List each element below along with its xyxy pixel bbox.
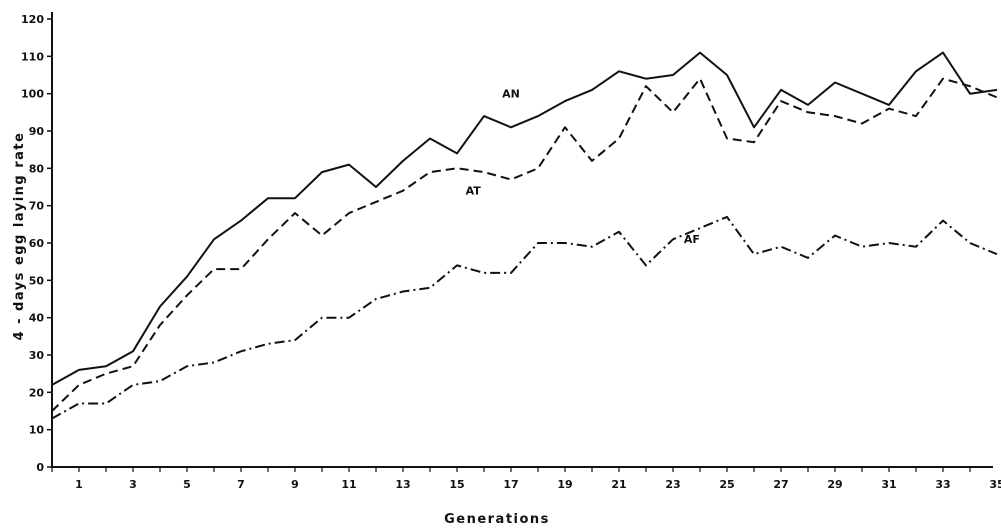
- series-line-at: [51, 77, 998, 412]
- x-tick-label: 19: [557, 478, 572, 491]
- x-tick-label: 29: [827, 478, 842, 491]
- y-tick-label: 50: [29, 274, 45, 287]
- x-tick-label: 21: [611, 478, 626, 491]
- x-tick-label: 35: [989, 478, 1001, 491]
- y-tick-label: 60: [29, 237, 45, 250]
- y-axis-title: 4 - days egg laying rate: [12, 132, 27, 341]
- y-tick-label: 30: [29, 349, 45, 362]
- x-tick-label: 3: [129, 478, 137, 491]
- y-tick-label: 100: [21, 88, 44, 101]
- y-tick-label: 120: [21, 13, 44, 26]
- y-tick-label: 20: [29, 386, 45, 399]
- x-tick-label: 15: [449, 478, 464, 491]
- y-tick-label: 110: [21, 50, 44, 63]
- y-tick-label: 90: [29, 125, 45, 138]
- x-tick-label: 5: [183, 478, 191, 491]
- y-tick-label: 40: [29, 312, 45, 325]
- x-tick-label: 13: [395, 478, 410, 491]
- x-tick-label: 1: [75, 478, 83, 491]
- series-label-an: AN: [502, 87, 520, 100]
- series-labels-group: AN AT AF: [466, 87, 700, 246]
- x-tick-label: 9: [291, 478, 299, 491]
- y-tick-label: 10: [29, 424, 45, 437]
- y-tick-label: 80: [29, 162, 45, 175]
- x-tick-label: 7: [237, 478, 245, 491]
- x-axis-title: Generations: [444, 512, 550, 527]
- series-label-at: AT: [466, 184, 482, 197]
- x-tick-label: 23: [665, 478, 680, 491]
- series-label-af: AF: [684, 233, 700, 246]
- x-tick-label: 27: [773, 478, 788, 491]
- series-group: [51, 51, 998, 420]
- x-tick-label: 11: [341, 478, 356, 491]
- y-tick-label: 0: [36, 461, 44, 474]
- y-tick-label: 70: [29, 200, 45, 213]
- series-line-af: [51, 215, 998, 420]
- x-tick-label: 33: [935, 478, 950, 491]
- x-tick-label: 31: [881, 478, 896, 491]
- series-line-an: [51, 51, 998, 386]
- x-tick-label: 25: [719, 478, 734, 491]
- x-tick-label: 17: [503, 478, 518, 491]
